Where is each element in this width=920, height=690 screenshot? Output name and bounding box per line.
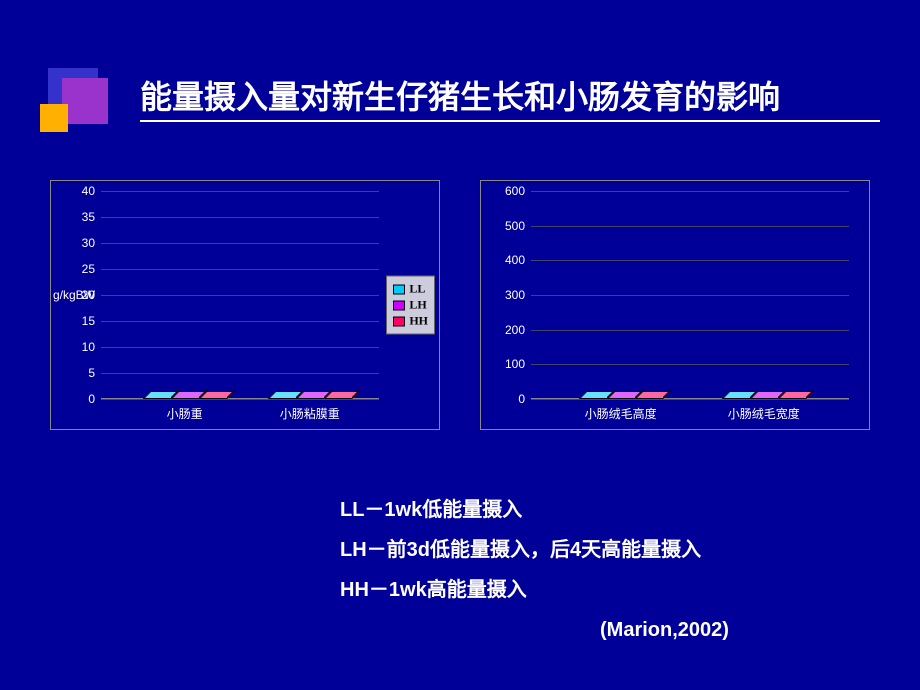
gridline: [101, 269, 379, 270]
x-category-label: 小肠粘膜重: [280, 405, 340, 422]
x-category-label: 小肠重: [167, 405, 203, 422]
legend-swatch: [393, 316, 405, 326]
legend-item-HH: HH: [393, 314, 428, 329]
gridline: [531, 295, 849, 296]
gridline: [101, 347, 379, 348]
gridline: [101, 321, 379, 322]
ytick-label: 25: [82, 262, 95, 276]
gridline: [531, 364, 849, 365]
gridline: [101, 295, 379, 296]
ytick-label: 300: [505, 288, 525, 302]
legend-swatch: [393, 284, 405, 294]
chart-left: g/kgBW 0510152025303540小肠重小肠粘膜重 LLLHHH: [50, 180, 440, 430]
gridline: [101, 217, 379, 218]
gridline: [531, 330, 849, 331]
note-line: LH－前3d低能量摄入，后4天高能量摄入: [340, 530, 729, 570]
gridline: [531, 191, 849, 192]
ytick-label: 100: [505, 357, 525, 371]
page-title: 能量摄入量对新生仔猪生长和小肠发育的影响: [140, 72, 780, 118]
title-decorative-icon: [40, 60, 120, 140]
legend-label: HH: [409, 314, 428, 329]
gridline: [101, 243, 379, 244]
ytick-label: 15: [82, 314, 95, 328]
legend-label: LH: [409, 298, 426, 313]
charts-row: g/kgBW 0510152025303540小肠重小肠粘膜重 LLLHHH 0…: [50, 180, 870, 430]
ytick-label: 20: [82, 288, 95, 302]
note-line: HH－1wk高能量摄入: [340, 570, 729, 610]
gridline: [531, 260, 849, 261]
note-line: LL－1wk低能量摄入: [340, 490, 729, 530]
chart-right-plot: 0100200300400500600小肠绒毛高度小肠绒毛宽度: [531, 191, 849, 399]
ytick-label: 40: [82, 184, 95, 198]
gridline: [101, 399, 379, 400]
gridline: [531, 226, 849, 227]
title-underline: [140, 120, 880, 122]
x-category-label: 小肠绒毛宽度: [728, 405, 800, 422]
legend-item-LH: LH: [393, 298, 428, 313]
ytick-label: 0: [518, 392, 525, 406]
ytick-label: 500: [505, 219, 525, 233]
chart-right: 0 100 200 300 400 500 600 小肠绒毛高度 小肠绒毛宽度: [480, 180, 870, 430]
gridline: [101, 191, 379, 192]
legend-notes: LL－1wk低能量摄入LH－前3d低能量摄入，后4天高能量摄入HH－1wk高能量…: [340, 490, 729, 650]
ytick-label: 5: [88, 366, 95, 380]
legend-item-LL: LL: [393, 282, 428, 297]
gridline: [531, 399, 849, 400]
ytick-label: 400: [505, 253, 525, 267]
ytick-label: 35: [82, 210, 95, 224]
ytick-label: 10: [82, 340, 95, 354]
legend-swatch: [393, 300, 405, 310]
chart-left-plot: g/kgBW 0510152025303540小肠重小肠粘膜重: [101, 191, 379, 399]
gridline: [101, 373, 379, 374]
ytick-label: 0: [88, 392, 95, 406]
ytick-label: 30: [82, 236, 95, 250]
legend-label: LL: [409, 282, 425, 297]
x-category-label: 小肠绒毛高度: [585, 405, 657, 422]
note-line: (Marion,2002): [600, 610, 729, 650]
ytick-label: 200: [505, 323, 525, 337]
chart-legend: LLLHHH: [386, 276, 435, 335]
ytick-label: 600: [505, 184, 525, 198]
